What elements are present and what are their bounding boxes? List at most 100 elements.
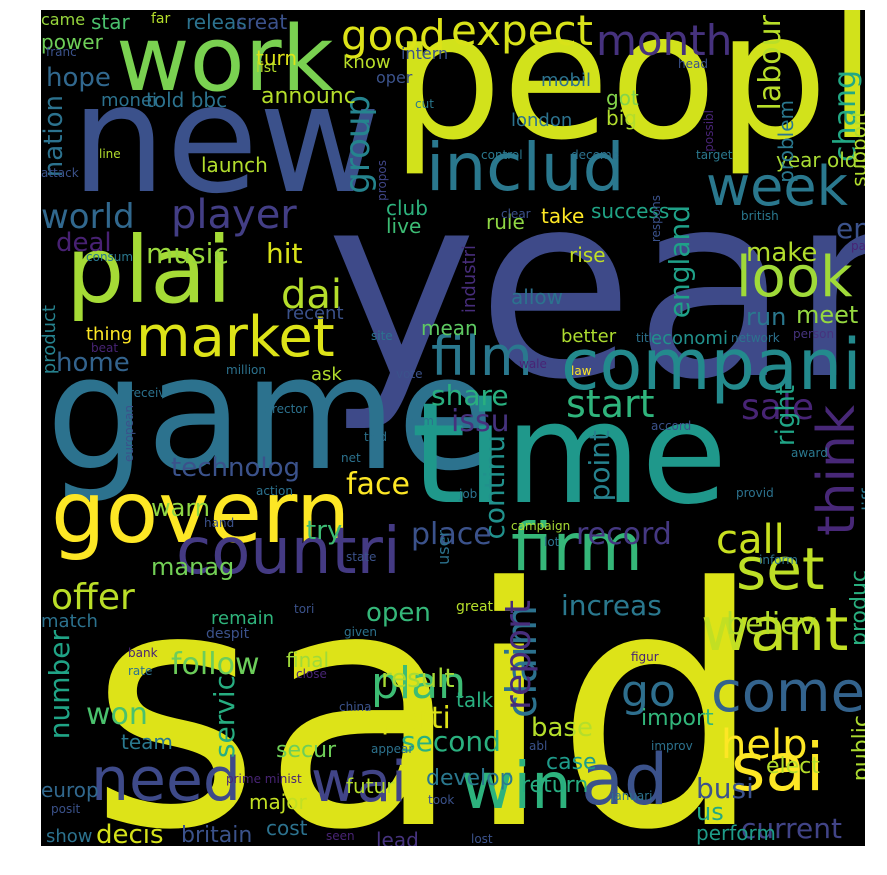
word-possibl: possibl [702, 110, 716, 152]
word-follow: follow [171, 647, 260, 682]
word-abl: abl [529, 739, 548, 753]
word-improv: improv [651, 739, 693, 753]
word-develop: develop [426, 766, 514, 791]
word-allow: allow [511, 285, 563, 309]
word-thing: thing [86, 324, 133, 345]
word-deal: deal [56, 228, 112, 258]
word-run: run [746, 303, 787, 331]
word-current: current [741, 812, 843, 845]
word-rate: rate [128, 664, 153, 678]
word-differ: differ [859, 470, 865, 518]
word-said: said [89, 518, 765, 846]
word-wai: wai [311, 750, 407, 815]
word-public: public [849, 715, 865, 782]
word-tori: tori [294, 602, 315, 616]
word-believ: believ [726, 607, 817, 642]
word-new: new [71, 53, 382, 227]
word-cut: cut [415, 97, 434, 111]
word-increas: increas [561, 589, 662, 622]
word-major: major [249, 790, 307, 814]
word-head: head [678, 57, 708, 71]
word-turn: turn [256, 46, 298, 70]
word-offer: offer [51, 577, 135, 618]
word-share: share [431, 379, 509, 412]
word-set: set [736, 535, 825, 603]
word-film: film [431, 325, 533, 388]
word-inform: inform [759, 553, 798, 567]
word-try: try [306, 516, 343, 546]
word-record: record [576, 517, 672, 552]
word-countri: countri [176, 515, 401, 589]
word-industri: industri [459, 245, 480, 314]
word-mean: mean [421, 316, 478, 340]
word-prime-minist: prime minist [226, 772, 302, 786]
word-warn: warn [151, 494, 210, 522]
word-perform: perform [696, 821, 776, 845]
word-good: good [341, 11, 446, 60]
word-target: target [696, 148, 733, 162]
word-propos: propos [375, 160, 389, 201]
word-want: want [701, 595, 849, 665]
word-britain: britain [181, 823, 253, 847]
word-net: net [341, 451, 361, 465]
word-firm: firm [511, 509, 643, 586]
word-lost: lost [471, 832, 493, 846]
word-call: call [716, 517, 785, 563]
word-compani: compani [561, 324, 862, 406]
word-issu: issu [451, 404, 510, 439]
word-took: took [428, 793, 455, 807]
word-right: right [771, 385, 801, 447]
word-case: case [546, 750, 597, 775]
word-base: base [531, 713, 593, 743]
word-got: got [606, 86, 639, 110]
word-club: club [386, 196, 428, 220]
word-posit: posit [51, 802, 81, 816]
word-produc: produc [847, 570, 865, 646]
word-govern: govern [51, 463, 351, 563]
word-hit: hit [266, 237, 303, 270]
word-oper: oper [376, 68, 413, 87]
word-end: end [836, 212, 865, 245]
word-start: start [566, 382, 655, 426]
word-meet: meet [796, 301, 859, 329]
word-make: make [746, 238, 818, 268]
word-elect: elect [766, 754, 820, 779]
word-told-bbc: told bbc [146, 88, 228, 112]
word-number: number [43, 630, 76, 740]
word-busi: busi [696, 772, 754, 805]
word-beat: beat [91, 341, 119, 355]
word-year: year [326, 139, 865, 436]
word-british: british [741, 209, 779, 223]
word-clear: clear [501, 207, 531, 221]
word-home: home [56, 348, 130, 378]
word-london: london [511, 110, 573, 131]
word-futur: futur [346, 774, 395, 798]
word-group: group [338, 95, 378, 194]
word-economi: economi [651, 328, 728, 349]
word-director: director [261, 402, 308, 416]
word-know: know [343, 52, 391, 73]
word-go: go [621, 666, 676, 717]
word-power: power [41, 30, 103, 54]
word-time: time [411, 373, 728, 536]
word-second: second [401, 725, 501, 758]
word-rule: rule [486, 210, 525, 234]
word-campaign: campaign [511, 519, 571, 533]
word-music: music [146, 237, 229, 270]
word-job: job [459, 487, 478, 501]
word-import: import [641, 706, 714, 731]
word-given: given [344, 625, 378, 639]
word-show: show [46, 826, 93, 846]
word-look: look [736, 245, 853, 310]
word-state: state [346, 550, 377, 564]
word-result: result [381, 664, 455, 694]
word-releas: releas [186, 10, 247, 34]
word-line: line [99, 147, 121, 161]
word-great: great [456, 599, 494, 615]
word-seen: seen [326, 829, 355, 843]
word-million: million [226, 363, 266, 377]
word-user: user [434, 530, 453, 565]
word-year-old: year old [776, 148, 858, 172]
word-peopl: peopl [391, 10, 865, 179]
word-mobil: mobil [541, 70, 591, 91]
